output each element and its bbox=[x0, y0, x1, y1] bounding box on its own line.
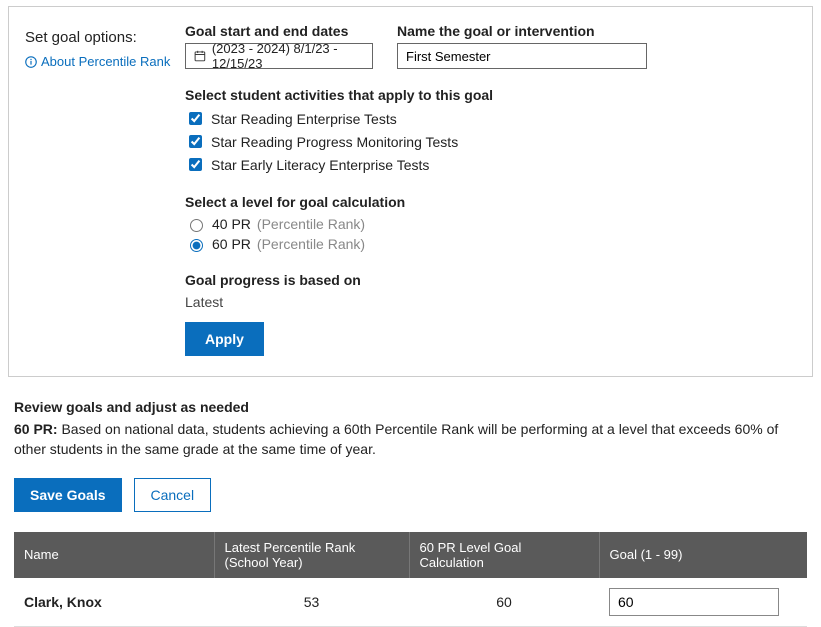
panel-title: Set goal options: bbox=[25, 29, 185, 46]
activity-checkbox-row[interactable]: Star Early Literacy Enterprise Tests bbox=[185, 155, 796, 174]
review-description: 60 PR: Based on national data, students … bbox=[14, 419, 807, 460]
activity-checkbox[interactable] bbox=[189, 135, 202, 148]
goal-options-panel: Set goal options: About Percentile Rank … bbox=[8, 6, 813, 377]
name-field: Name the goal or intervention bbox=[397, 23, 647, 69]
cancel-button[interactable]: Cancel bbox=[134, 478, 212, 512]
button-row: Save Goals Cancel bbox=[14, 478, 807, 512]
activities-label: Select student activities that apply to … bbox=[185, 87, 796, 103]
about-link-text: About Percentile Rank bbox=[41, 54, 170, 69]
goal-name-input[interactable] bbox=[397, 43, 647, 69]
level-value: 60 PR bbox=[212, 236, 251, 252]
apply-button[interactable]: Apply bbox=[185, 322, 264, 356]
date-range-value: (2023 - 2024) 8/1/23 - 12/15/23 bbox=[212, 41, 364, 71]
level-radio[interactable] bbox=[190, 239, 203, 252]
table-header-row: Name Latest Percentile Rank (School Year… bbox=[14, 532, 807, 578]
review-title: Review goals and adjust as needed bbox=[14, 399, 807, 415]
cell-name: Clark, Knox bbox=[14, 578, 214, 627]
level-radio-row[interactable]: 40 PR (Percentile Rank) bbox=[185, 216, 796, 232]
table-row: Clark, Knox 53 60 bbox=[14, 578, 807, 627]
activity-checkbox-row[interactable]: Star Reading Progress Monitoring Tests bbox=[185, 132, 796, 151]
level-value: 40 PR bbox=[212, 216, 251, 232]
col-header-calc: 60 PR Level Goal Calculation bbox=[409, 532, 599, 578]
level-radio-row[interactable]: 60 PR (Percentile Rank) bbox=[185, 236, 796, 252]
activity-checkbox-row[interactable]: Star Reading Enterprise Tests bbox=[185, 109, 796, 128]
goal-input[interactable] bbox=[609, 588, 779, 616]
activity-checkbox[interactable] bbox=[189, 112, 202, 125]
review-lead: 60 PR: bbox=[14, 421, 58, 437]
level-suffix: (Percentile Rank) bbox=[257, 236, 365, 252]
level-radio[interactable] bbox=[190, 219, 203, 232]
progress-section: Goal progress is based on Latest Apply bbox=[185, 272, 796, 356]
progress-label: Goal progress is based on bbox=[185, 272, 796, 288]
calendar-icon bbox=[194, 49, 206, 63]
col-header-latest: Latest Percentile Rank (School Year) bbox=[214, 532, 409, 578]
name-label: Name the goal or intervention bbox=[397, 23, 647, 39]
level-label: Select a level for goal calculation bbox=[185, 194, 796, 210]
activity-label: Star Reading Progress Monitoring Tests bbox=[211, 134, 458, 150]
level-suffix: (Percentile Rank) bbox=[257, 216, 365, 232]
save-goals-button[interactable]: Save Goals bbox=[14, 478, 122, 512]
activities-section: Select student activities that apply to … bbox=[185, 87, 796, 174]
activity-label: Star Reading Enterprise Tests bbox=[211, 111, 397, 127]
about-percentile-link[interactable]: About Percentile Rank bbox=[25, 54, 185, 69]
dates-field: Goal start and end dates (2023 - 2024) 8… bbox=[185, 23, 373, 69]
info-icon bbox=[25, 56, 37, 68]
cell-calc: 60 bbox=[409, 578, 599, 627]
activity-label: Star Early Literacy Enterprise Tests bbox=[211, 157, 429, 173]
review-text: Based on national data, students achievi… bbox=[14, 421, 778, 457]
review-section: Review goals and adjust as needed 60 PR:… bbox=[14, 399, 807, 627]
progress-value: Latest bbox=[185, 294, 796, 310]
col-header-name: Name bbox=[14, 532, 214, 578]
panel-left: Set goal options: About Percentile Rank bbox=[25, 23, 185, 356]
cell-goal bbox=[599, 578, 807, 627]
col-header-goal: Goal (1 - 99) bbox=[599, 532, 807, 578]
cell-latest: 53 bbox=[214, 578, 409, 627]
activity-checkbox[interactable] bbox=[189, 158, 202, 171]
panel-right: Goal start and end dates (2023 - 2024) 8… bbox=[185, 23, 796, 356]
dates-label: Goal start and end dates bbox=[185, 23, 373, 39]
date-range-picker[interactable]: (2023 - 2024) 8/1/23 - 12/15/23 bbox=[185, 43, 373, 69]
level-section: Select a level for goal calculation 40 P… bbox=[185, 194, 796, 252]
goals-table: Name Latest Percentile Rank (School Year… bbox=[14, 532, 807, 627]
